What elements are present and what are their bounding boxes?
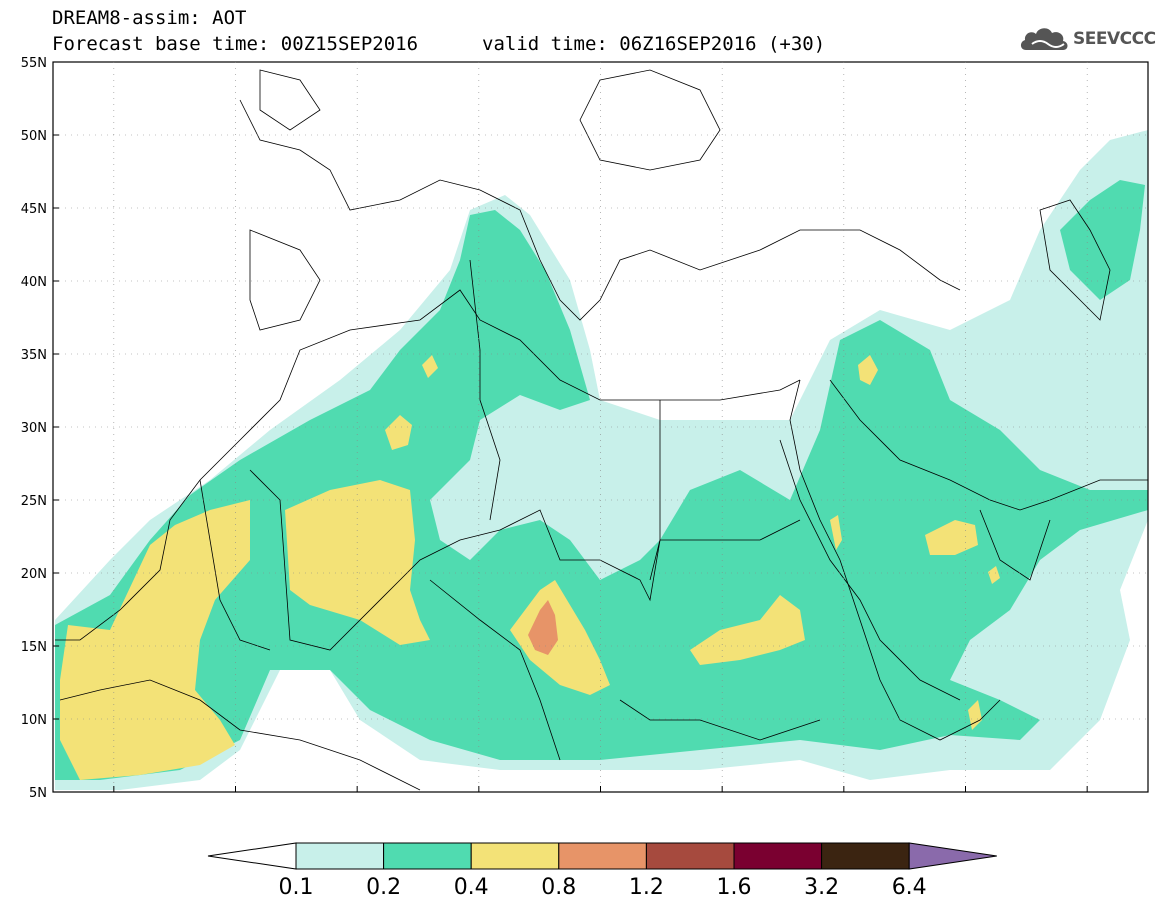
aot-band-yellow — [285, 480, 430, 645]
map-title: DREAM8-assim: AOT — [52, 7, 247, 29]
lon-label: 60E — [1075, 799, 1100, 800]
aot-band-yellow — [858, 355, 878, 385]
colorbar-box — [558, 842, 647, 870]
aot-band-teal — [55, 210, 1148, 780]
aot-contours — [55, 130, 1148, 790]
aot-band-yellow — [690, 595, 805, 665]
cloud-icon — [1020, 28, 1068, 50]
lat-label: 25N — [21, 494, 47, 509]
colorbar-upper-triangle — [908, 842, 997, 870]
lat-label: 35N — [21, 348, 47, 363]
colorbar-box — [821, 842, 910, 870]
aot-band-yellow — [510, 580, 610, 695]
forecast-base-time: Forecast base time: 00Z15SEP2016 — [52, 33, 419, 55]
lat-label: 5N — [29, 786, 47, 800]
colorbar-lower-triangle — [207, 842, 297, 870]
lat-label: 50N — [21, 129, 47, 144]
latitude-labels: 55N 50N 45N 40N 35N 30N 25N 20N 15N 10N 5N — [21, 56, 47, 800]
colorbar-box — [383, 842, 472, 870]
lon-label: 0 — [353, 799, 361, 800]
lon-label: 50E — [953, 799, 978, 800]
colorbar-labels: 0.1 0.2 0.4 0.8 1.2 1.6 3.2 6.4 — [279, 875, 927, 900]
lon-label: 10E — [466, 799, 491, 800]
graticule — [53, 61, 1148, 793]
aot-band-yellow — [988, 566, 1000, 584]
colorbar-label: 0.1 — [279, 875, 314, 900]
colorbar-label: 6.4 — [892, 875, 927, 900]
aot-map: 55N 50N 45N 40N 35N 30N 25N 20N 15N 10N 5N 20W 10W 0… — [21, 56, 1149, 800]
valid-time: valid time: 06Z16SEP2016 (+30) — [482, 33, 826, 55]
lon-label: 20W — [99, 799, 129, 800]
lon-label: 10W — [221, 799, 251, 800]
colorbar-label: 0.2 — [366, 875, 401, 900]
aot-band-yellow — [60, 500, 250, 780]
lat-label: 20N — [21, 567, 47, 582]
lat-label: 15N — [21, 640, 47, 655]
lon-label: 20E — [588, 799, 613, 800]
aot-band-teal-ne — [1060, 180, 1145, 300]
colorbar-label: 1.2 — [629, 875, 664, 900]
lat-label: 55N — [21, 56, 47, 71]
colorbar-label: 1.6 — [717, 875, 752, 900]
aot-band-orange — [528, 600, 558, 655]
colorbar-box — [733, 842, 823, 870]
lat-label: 45N — [21, 202, 47, 217]
aot-band-yellow — [385, 415, 412, 450]
lat-label: 30N — [21, 421, 47, 436]
colorbar-label: 3.2 — [804, 875, 839, 900]
colorbar-box — [295, 842, 385, 870]
aot-band-yellow — [968, 700, 982, 730]
lon-label: 30E — [710, 799, 735, 800]
aot-band-yellow — [422, 355, 438, 378]
colorbar-label: 0.8 — [541, 875, 576, 900]
aot-band-yellow — [830, 515, 842, 550]
aot-band-yellow — [925, 520, 978, 555]
colorbar-label: 0.4 — [454, 875, 489, 900]
lon-label: 40E — [831, 799, 856, 800]
logo-text: SEEVCCC — [1073, 29, 1156, 49]
colorbar-box — [470, 842, 560, 870]
longitude-labels: 20W 10W 0 10E 20E 30E 40E 50E 60E — [99, 799, 1099, 800]
colorbar-boxes — [207, 842, 997, 870]
lat-label: 10N — [21, 713, 47, 728]
colorbar-box — [645, 842, 735, 870]
lat-label: 40N — [21, 275, 47, 290]
aot-colorbar: 0.1 0.2 0.4 0.8 1.2 1.6 3.2 6.4 — [207, 842, 997, 900]
seevccc-logo: SEEVCCC — [1018, 22, 1156, 56]
